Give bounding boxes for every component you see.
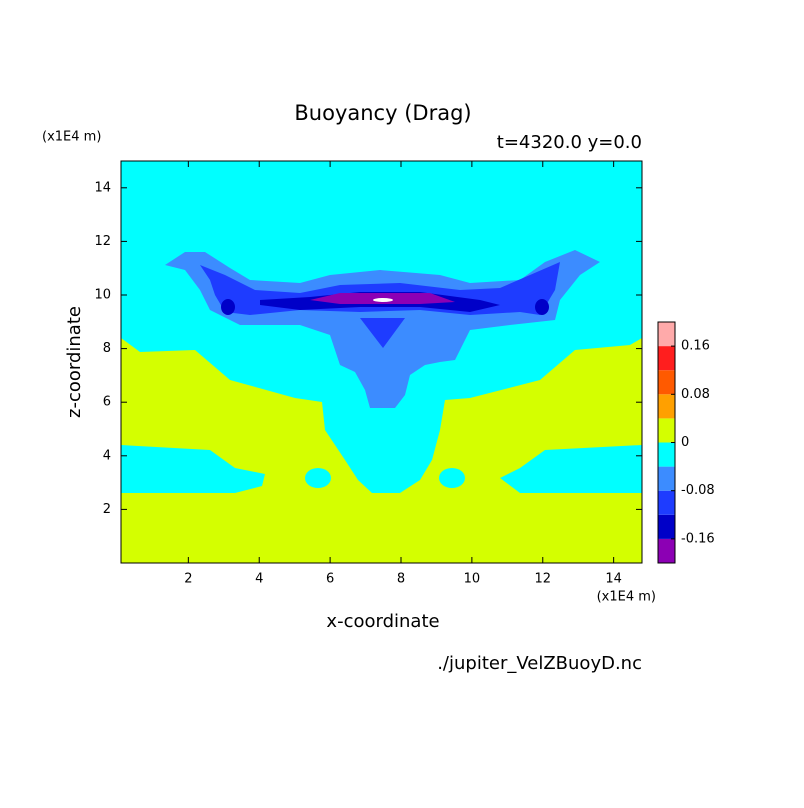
x-unit: (x1E4 m) [597, 590, 656, 605]
y-tick-label: 12 [94, 234, 111, 249]
source-file: ./jupiter_VelZBuoyD.nc [437, 653, 642, 674]
colorbar-swatch [658, 442, 675, 467]
x-tick-label: 6 [326, 572, 334, 587]
contour-fill [500, 445, 642, 493]
colorbar-swatch [658, 346, 675, 371]
y-tick-label: 2 [103, 502, 111, 517]
colorbar-swatch [658, 370, 675, 395]
contour-fill [121, 338, 642, 563]
colorbar-tick-label: -0.16 [681, 531, 715, 546]
colorbar-tick-label: 0.08 [681, 387, 710, 402]
contour-fill [121, 445, 265, 493]
y-tick-label: 8 [103, 341, 111, 356]
contour-fill [305, 468, 331, 488]
contour-fill [360, 318, 405, 348]
x-axis-label: x-coordinate [326, 611, 439, 632]
colorbar-swatch [658, 394, 675, 419]
x-tick-label: 8 [397, 572, 405, 587]
colorbar-tick-label: -0.08 [681, 483, 715, 498]
colorbar-swatch [658, 490, 675, 515]
colorbar-swatch [658, 538, 675, 563]
colorbar-swatch [658, 466, 675, 491]
chart-subtitle: t=4320.0 y=0.0 [497, 132, 642, 153]
x-tick-label: 12 [534, 572, 551, 587]
y-axis-label: z-coordinate [64, 306, 85, 418]
y-tick-label: 10 [94, 288, 111, 303]
y-tick-label: 6 [103, 395, 111, 410]
colorbar-swatch [658, 418, 675, 443]
plot-frame [120, 160, 643, 564]
x-tick-label: 10 [464, 572, 481, 587]
x-tick-label: 2 [184, 572, 192, 587]
chart-title: Buoyancy (Drag) [294, 101, 471, 125]
colorbar-swatch [658, 514, 675, 539]
y-unit: (x1E4 m) [42, 130, 101, 145]
contour-fill [373, 298, 393, 302]
colorbar-tick-label: 0.16 [681, 339, 710, 354]
contour-fill [535, 299, 549, 315]
x-tick-label: 4 [255, 572, 263, 587]
colorbar-swatch [658, 322, 675, 347]
colorbar-tick-label: 0 [681, 435, 689, 450]
y-tick-label: 14 [94, 180, 111, 195]
contour-fill [439, 468, 465, 488]
y-tick-label: 4 [103, 448, 111, 463]
contour-fill [221, 299, 235, 315]
x-tick-label: 14 [605, 572, 622, 587]
